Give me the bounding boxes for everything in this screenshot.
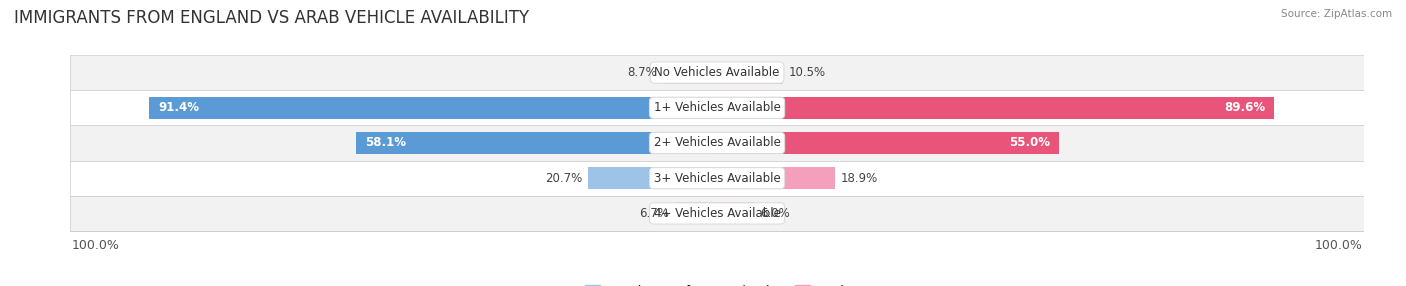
Text: 6.7%: 6.7% bbox=[640, 207, 669, 220]
Text: 58.1%: 58.1% bbox=[366, 136, 406, 150]
Text: 10.5%: 10.5% bbox=[789, 66, 825, 79]
Text: 91.4%: 91.4% bbox=[157, 101, 200, 114]
Bar bbox=[70, 55, 1364, 90]
Bar bbox=[356, 132, 717, 154]
Text: 20.7%: 20.7% bbox=[546, 172, 582, 185]
Text: 3+ Vehicles Available: 3+ Vehicles Available bbox=[654, 172, 780, 185]
Legend: Immigrants from England, Arab: Immigrants from England, Arab bbox=[585, 285, 849, 286]
Text: 6.0%: 6.0% bbox=[761, 207, 790, 220]
Bar bbox=[70, 90, 1364, 125]
Text: 18.9%: 18.9% bbox=[841, 172, 879, 185]
Bar bbox=[588, 167, 717, 189]
Bar bbox=[149, 97, 717, 119]
Text: No Vehicles Available: No Vehicles Available bbox=[654, 66, 780, 79]
Text: 4+ Vehicles Available: 4+ Vehicles Available bbox=[654, 207, 780, 220]
Bar bbox=[675, 202, 717, 224]
Text: 89.6%: 89.6% bbox=[1223, 101, 1265, 114]
Bar bbox=[70, 161, 1364, 196]
Text: 2+ Vehicles Available: 2+ Vehicles Available bbox=[654, 136, 780, 150]
Text: 8.7%: 8.7% bbox=[627, 66, 657, 79]
Bar bbox=[717, 97, 1274, 119]
Bar bbox=[717, 132, 1059, 154]
Bar bbox=[664, 62, 717, 84]
Bar bbox=[70, 196, 1364, 231]
Text: Source: ZipAtlas.com: Source: ZipAtlas.com bbox=[1281, 9, 1392, 19]
Text: 1+ Vehicles Available: 1+ Vehicles Available bbox=[654, 101, 780, 114]
Text: 55.0%: 55.0% bbox=[1008, 136, 1050, 150]
Bar bbox=[717, 167, 835, 189]
Bar bbox=[717, 202, 755, 224]
Bar bbox=[70, 125, 1364, 161]
Bar bbox=[717, 62, 782, 84]
Text: IMMIGRANTS FROM ENGLAND VS ARAB VEHICLE AVAILABILITY: IMMIGRANTS FROM ENGLAND VS ARAB VEHICLE … bbox=[14, 9, 529, 27]
